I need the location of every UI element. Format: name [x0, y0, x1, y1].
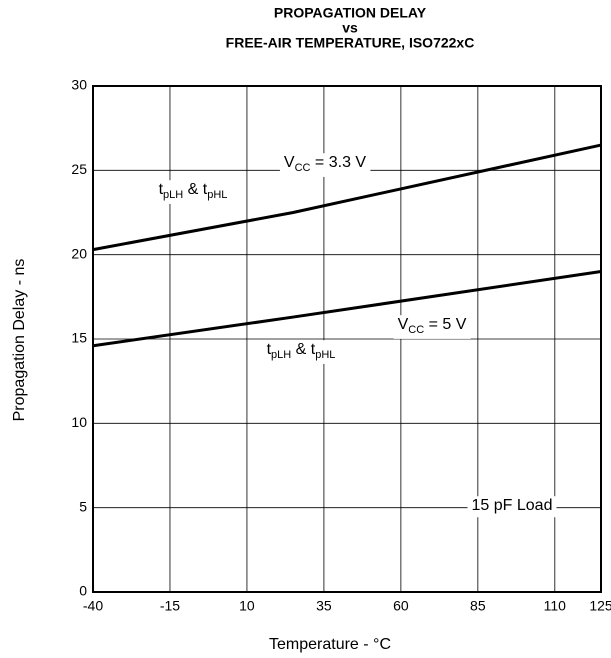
- annotation: tpLH & tpHL: [159, 181, 228, 201]
- annotation: VCC = 3.3 V: [284, 154, 366, 174]
- annotation-part: & t: [291, 341, 316, 358]
- annotation-part: pLH: [163, 189, 183, 201]
- y-tick-label: 15: [71, 330, 87, 346]
- annotation-background: [154, 180, 232, 204]
- x-axis-label: Temperature - °C: [269, 636, 391, 653]
- annotation: tpLH & tpHL: [267, 341, 336, 361]
- annotation-part: pHL: [315, 349, 335, 361]
- chart-title: vs: [342, 20, 358, 36]
- annotation-part: = 3.3 V: [310, 154, 366, 171]
- annotation: 15 pF Load: [472, 497, 553, 514]
- x-tick-label: -40: [83, 598, 103, 614]
- x-tick-label: 35: [316, 598, 332, 614]
- x-tick-label: 85: [470, 598, 486, 614]
- chart-title: FREE-AIR TEMPERATURE, ISO722xC: [226, 35, 475, 51]
- y-tick-label: 20: [71, 245, 87, 261]
- annotation: VCC = 5 V: [398, 316, 467, 336]
- annotation-part: V: [284, 154, 295, 171]
- series-line: [92, 270, 602, 348]
- x-tick-label: -15: [160, 598, 180, 614]
- annotation-part: V: [398, 316, 409, 333]
- x-tick-label: 110: [544, 598, 567, 614]
- x-tick-label: 125: [589, 598, 611, 614]
- annotation-background: [393, 315, 471, 339]
- annotation-background: [279, 153, 371, 177]
- annotation-part: t: [159, 181, 164, 198]
- chart-title: PROPAGATION DELAY: [274, 5, 427, 21]
- annotation-part: CC: [408, 324, 424, 336]
- y-axis-label: Propagation Delay - ns: [11, 259, 28, 422]
- series-line: [92, 143, 602, 252]
- annotation-part: = 5 V: [424, 316, 467, 333]
- annotation-part: 15 pF Load: [472, 497, 553, 514]
- y-tick-label: 25: [71, 161, 87, 177]
- annotation-part: pLH: [271, 349, 291, 361]
- y-tick-label: 30: [71, 77, 87, 93]
- annotation-background: [467, 496, 557, 518]
- y-tick-label: 5: [79, 498, 87, 514]
- y-tick-label: 0: [79, 583, 87, 599]
- annotation-part: CC: [295, 162, 311, 174]
- x-tick-label: 60: [393, 598, 409, 614]
- annotation-background: [262, 340, 340, 364]
- y-tick-label: 10: [71, 414, 87, 430]
- annotation-part: t: [267, 341, 272, 358]
- annotation-part: pHL: [207, 189, 227, 201]
- x-tick-label: 10: [239, 598, 255, 614]
- annotation-part: & t: [183, 181, 208, 198]
- plot-frame: [92, 85, 602, 593]
